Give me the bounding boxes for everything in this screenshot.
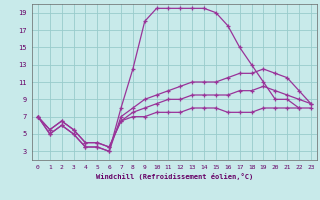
X-axis label: Windchill (Refroidissement éolien,°C): Windchill (Refroidissement éolien,°C) <box>96 173 253 180</box>
